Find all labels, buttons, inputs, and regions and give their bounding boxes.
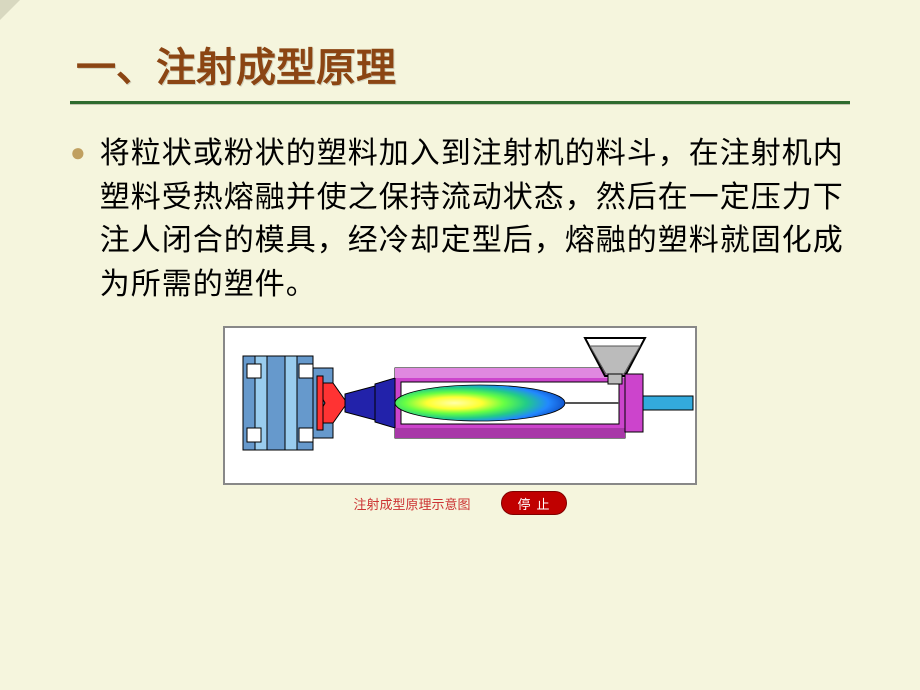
bullet-icon: ● bbox=[70, 140, 86, 166]
corner-fold-decoration bbox=[0, 0, 20, 20]
body-text: 将粒状或粉状的塑料加入到注射机的料斗，在注射机内塑料受热熔融并使之保持流动状态，… bbox=[100, 132, 850, 306]
slide-title: 一、注射成型原理 bbox=[70, 35, 850, 93]
title-underline bbox=[70, 101, 850, 104]
injection-diagram bbox=[225, 328, 695, 478]
diagram-frame bbox=[223, 326, 697, 485]
diagram-caption: 注射成型原理示意图 bbox=[353, 494, 470, 513]
diagram-container: 注射成型原理示意图 停止 bbox=[70, 326, 850, 515]
slide-container: 一、注射成型原理 ● 将粒状或粉状的塑料加入到注射机的料斗，在注射机内塑料受热熔… bbox=[0, 0, 920, 690]
body-paragraph-row: ● 将粒状或粉状的塑料加入到注射机的料斗，在注射机内塑料受热熔融并使之保持流动状… bbox=[70, 132, 850, 306]
stop-button[interactable]: 停止 bbox=[501, 491, 567, 515]
nozzle-adapter bbox=[375, 378, 395, 428]
melt-pool bbox=[395, 385, 565, 421]
barrel-endcap bbox=[625, 374, 643, 432]
drive-rod bbox=[643, 396, 693, 410]
caption-row: 注射成型原理示意图 停止 bbox=[353, 491, 566, 515]
